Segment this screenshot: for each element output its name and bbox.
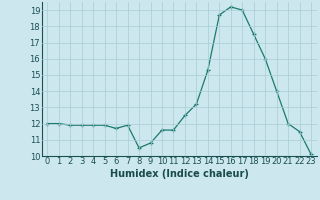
X-axis label: Humidex (Indice chaleur): Humidex (Indice chaleur) <box>110 169 249 179</box>
